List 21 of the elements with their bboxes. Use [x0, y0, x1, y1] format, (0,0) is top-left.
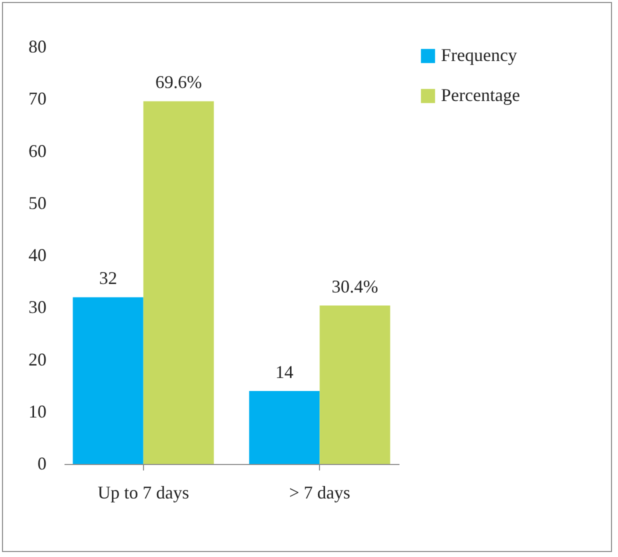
y-tick-label: 0 — [38, 454, 46, 474]
data-label: 69.6% — [155, 72, 202, 92]
y-tick-label: 40 — [28, 245, 46, 265]
bar — [72, 297, 144, 464]
y-tick-label: 80 — [28, 36, 46, 56]
bar — [143, 101, 214, 464]
bar — [320, 306, 390, 464]
y-tick-label: 20 — [28, 349, 46, 370]
data-label: 14 — [275, 362, 294, 382]
bar — [249, 391, 320, 464]
data-label: 32 — [99, 268, 118, 288]
y-tick-label: 50 — [28, 192, 46, 213]
legend-label: Percentage — [441, 85, 520, 105]
y-tick-label: 70 — [28, 88, 46, 109]
x-tick-label: > 7 days — [289, 482, 350, 502]
y-tick-label: 30 — [28, 297, 46, 318]
data-label: 30.4% — [332, 276, 378, 297]
y-tick-label: 10 — [28, 401, 46, 422]
legend-label: Frequency — [441, 45, 517, 65]
x-tick-label: Up to 7 days — [98, 482, 190, 502]
y-tick-label: 60 — [28, 140, 46, 161]
